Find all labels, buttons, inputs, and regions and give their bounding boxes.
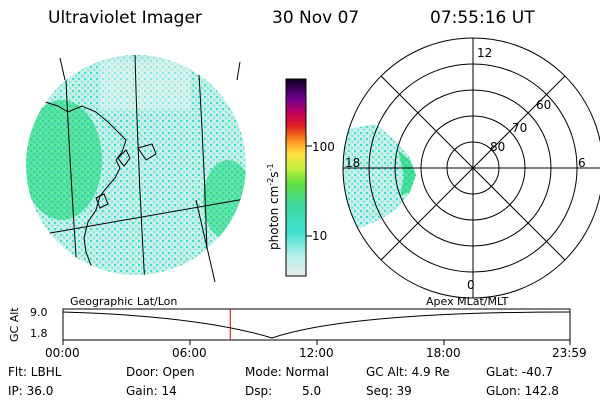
apex-frame-label: Apex MLat/MLT: [426, 295, 509, 308]
mlt-label-6: 6: [578, 156, 586, 170]
mlat-label-80: 80: [490, 140, 506, 154]
timeline-xtick-00: 00:00: [45, 346, 80, 360]
colorbar-unit-label: photon cm-2s-1: [266, 163, 281, 250]
instrument-title: Ultraviolet Imager: [48, 8, 202, 28]
info-mode: Mode: Normal: [245, 365, 329, 379]
polar-plot: [342, 37, 600, 299]
geographic-image: [26, 55, 246, 283]
info-glon: GLon: 142.8: [486, 384, 559, 398]
mlt-label-0: 0: [467, 278, 475, 292]
info-dsp-value: 5.0: [302, 384, 322, 398]
timeline-xtick-12: 12:00: [299, 346, 334, 360]
mlat-label-60: 60: [536, 98, 552, 112]
mlat-label-70: 70: [512, 121, 528, 135]
info-gain: Gain: 14: [126, 384, 177, 398]
colorbar-tick-100: 100: [312, 140, 335, 154]
time-label: 07:55:16 UT: [430, 8, 535, 28]
info-dsp-label: Dsp:: [245, 384, 273, 398]
info-gcalt: GC Alt: 4.9 Re: [366, 365, 450, 379]
info-glat: GLat: -40.7: [486, 365, 553, 379]
mlt-label-18: 18: [345, 156, 361, 170]
info-door: Door: Open: [126, 365, 195, 379]
timeline-xtick-2359: 23:59: [552, 346, 587, 360]
timeline-ytick-1-8: 1.8: [30, 327, 48, 340]
timeline-plot: [62, 308, 571, 345]
info-flt: Flt: LBHL: [8, 365, 62, 379]
timeline-axis-title: GC Alt: [8, 307, 21, 342]
timeline-xtick-06: 06:00: [172, 346, 207, 360]
timeline-xtick-18: 18:00: [426, 346, 461, 360]
geographic-frame-label: Geographic Lat/Lon: [70, 295, 178, 308]
info-seq: Seq: 39: [366, 384, 412, 398]
colorbar-tick-10: 10: [312, 229, 328, 243]
mlt-label-12: 12: [477, 46, 493, 60]
date-label: 30 Nov 07: [272, 8, 360, 28]
colorbar: [285, 78, 312, 277]
timeline-ytick-9: 9.0: [30, 306, 48, 319]
info-ip: IP: 36.0: [8, 384, 54, 398]
